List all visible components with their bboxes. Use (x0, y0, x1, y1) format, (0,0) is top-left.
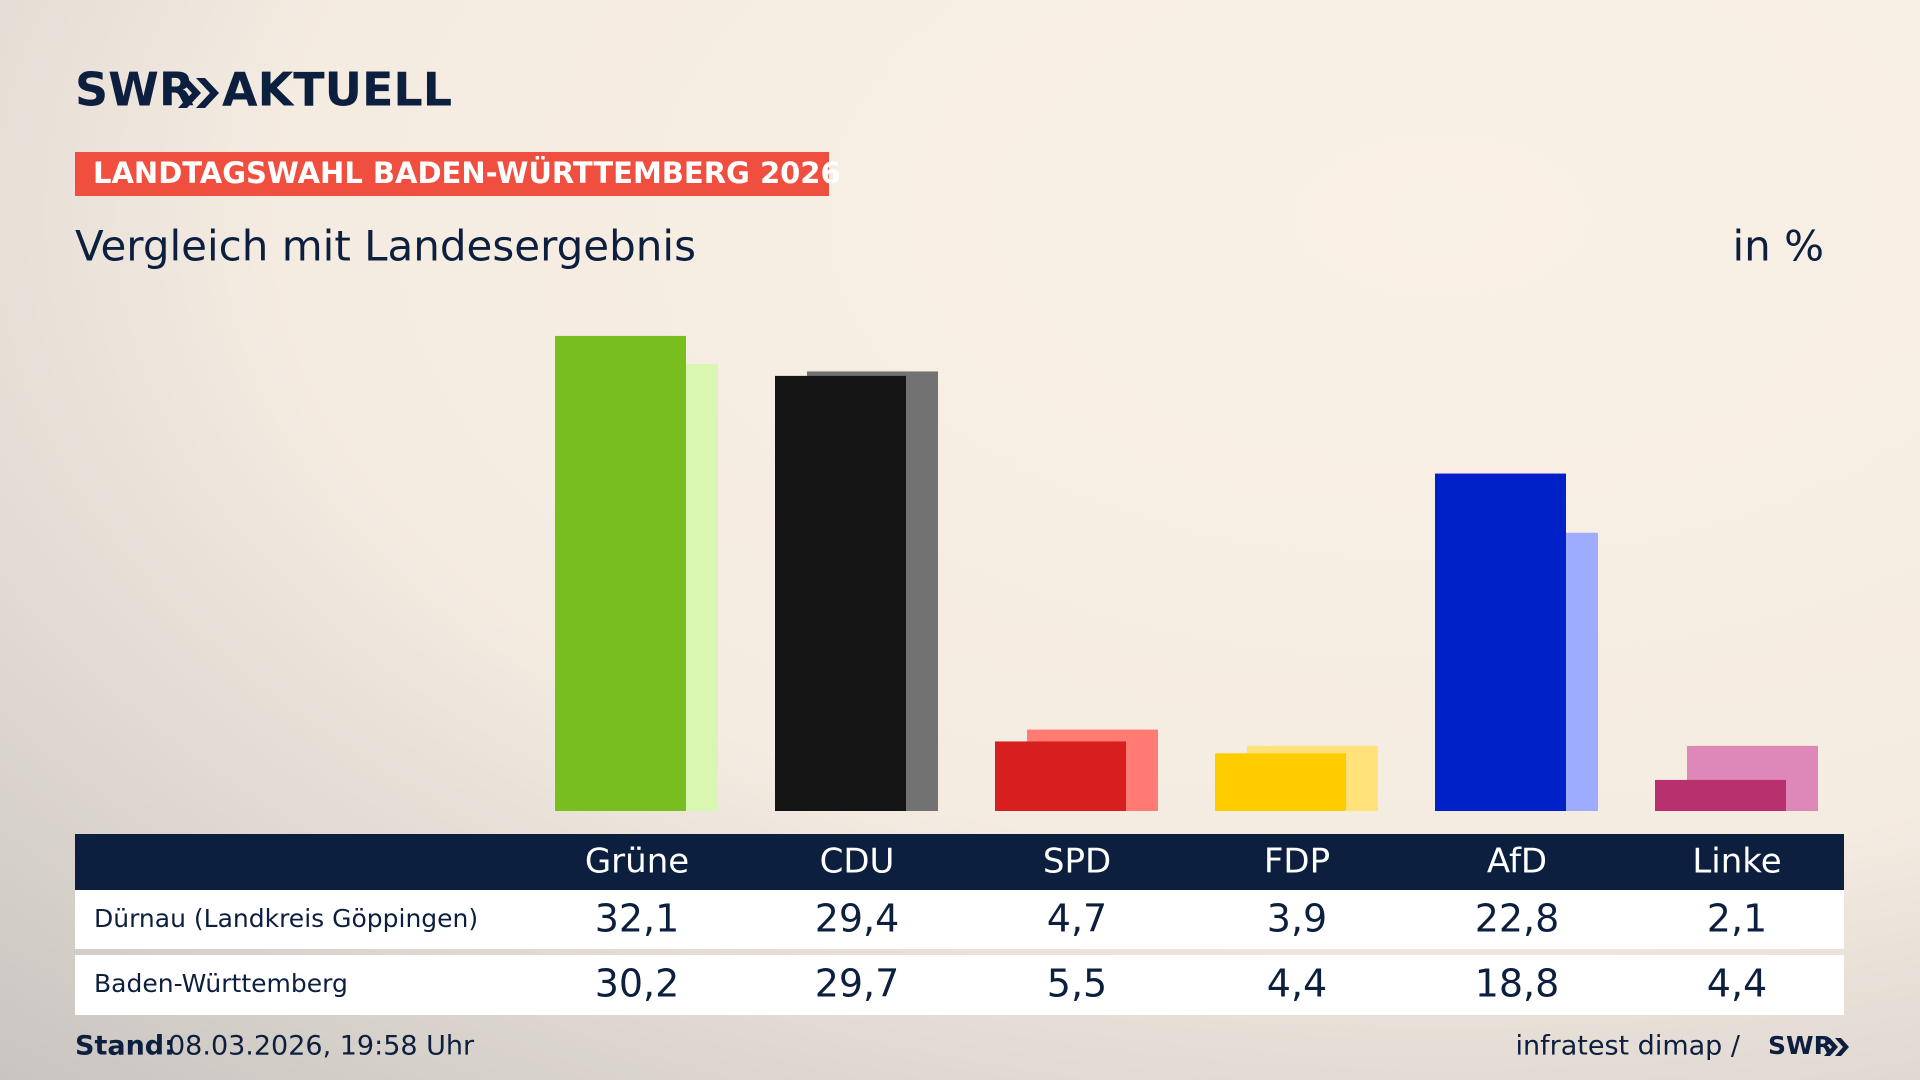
value-label: 3,9 (1267, 897, 1327, 941)
table-header (75, 834, 1844, 890)
stand: 08.03.2026, 19:58 Uhr (168, 1031, 475, 1062)
value-label: 29,4 (815, 897, 900, 941)
banner-box (75, 152, 829, 196)
value-label: 29,7 (815, 962, 900, 1006)
source: infratest dimap / (1515, 1031, 1740, 1062)
row-label: Baden-Württemberg (94, 969, 348, 998)
brand: SWR (75, 63, 194, 117)
category-label: SPD (1043, 842, 1111, 882)
value-label: 22,8 (1475, 897, 1560, 941)
chart-title: Vergleich mit Landesergebnis (75, 222, 696, 271)
bar (1435, 473, 1566, 811)
brand-suffix: AKTUELL (222, 63, 452, 117)
table-row (75, 955, 1844, 1015)
value-label: 5,5 (1047, 962, 1107, 1006)
bar (555, 335, 686, 811)
category-label: Grüne (585, 842, 689, 882)
bar (1215, 753, 1346, 811)
category-label: Linke (1692, 842, 1781, 882)
bar (995, 741, 1126, 811)
category-label: FDP (1264, 842, 1330, 882)
bar (775, 375, 906, 811)
value-label: 32,1 (595, 897, 680, 941)
value-label: 2,1 (1707, 897, 1767, 941)
unit-label: in % (1732, 222, 1824, 271)
value-label: 4,4 (1267, 962, 1327, 1006)
table-row (75, 890, 1844, 949)
source-arrows (1824, 1038, 1849, 1056)
value-label: 30,2 (595, 962, 680, 1006)
source-brand: SWR (1768, 1031, 1833, 1060)
value-label: 4,7 (1047, 897, 1107, 941)
stand-label: Stand: (75, 1031, 175, 1062)
row-label: Dürnau (Landkreis Göppingen) (94, 904, 478, 933)
banner: LANDTAGSWAHL BADEN-WÜRTTEMBERG 2026 (93, 156, 841, 190)
bar (1655, 779, 1786, 811)
category-label: CDU (820, 842, 895, 882)
category-label: AfD (1487, 842, 1547, 882)
value-label: 18,8 (1475, 962, 1560, 1006)
value-label: 4,4 (1707, 962, 1767, 1006)
brand-arrows (178, 78, 219, 108)
